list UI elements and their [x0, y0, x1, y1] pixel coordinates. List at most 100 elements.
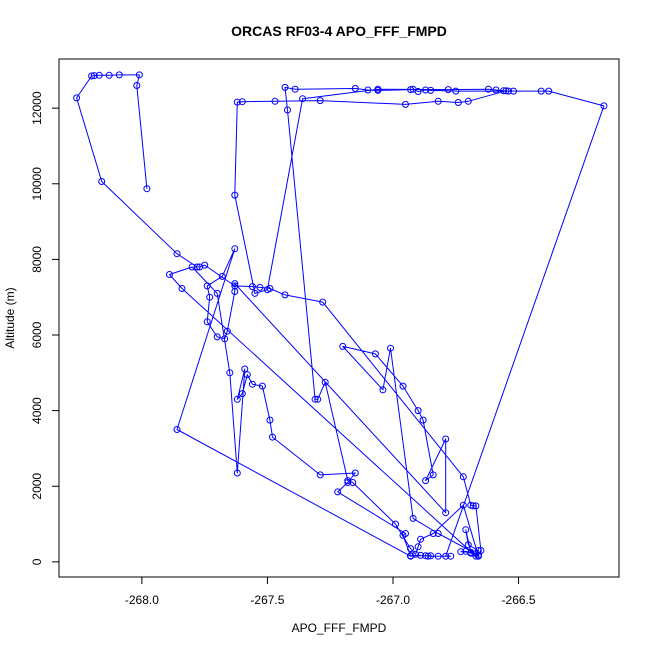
data-point [474, 552, 482, 560]
data-point [88, 72, 96, 80]
data-point [387, 344, 394, 352]
data-point [402, 530, 409, 537]
data-point [316, 97, 324, 105]
y-tick-label: 10000 [30, 167, 44, 201]
data-point [213, 289, 221, 297]
data-point [364, 86, 372, 94]
data-point [316, 471, 324, 479]
y-tick-label: 0 [30, 558, 44, 565]
data-point [379, 386, 387, 394]
data-point [505, 87, 512, 95]
plot-frame [58, 58, 620, 578]
data-point [392, 520, 399, 528]
data-point [271, 97, 279, 105]
data-point [206, 293, 214, 301]
y-axis: 0 2000 4000 6000 8000 10000 12000 [30, 91, 60, 565]
data-point [407, 86, 415, 94]
data-point [188, 263, 196, 271]
data-point [545, 87, 553, 95]
data-point [339, 342, 347, 350]
data-point [223, 327, 231, 335]
data-point [434, 97, 442, 105]
data-point [502, 87, 510, 95]
data-point [73, 94, 81, 102]
data-point [472, 552, 480, 560]
x-tick-label: -268.0 [125, 593, 159, 607]
data-point [173, 250, 181, 258]
y-tick-label: 12000 [30, 91, 44, 125]
data-point [510, 87, 517, 95]
data-point [218, 272, 226, 280]
data-point [447, 552, 455, 560]
data-point [221, 335, 229, 343]
x-tick-label: -267.0 [376, 593, 410, 607]
data-point [537, 87, 545, 95]
data-point [263, 286, 271, 294]
data-point [351, 469, 359, 477]
data-point [115, 71, 123, 79]
y-axis-label: Altitude (m) [3, 287, 17, 348]
x-axis-label: APO_FFF_FMPD [292, 621, 387, 635]
data-point [407, 552, 415, 560]
y-tick-label: 4000 [30, 397, 44, 424]
data-point [203, 318, 211, 326]
data-point [334, 488, 342, 496]
data-point [414, 407, 422, 415]
data-point [231, 245, 239, 253]
data-point [256, 283, 264, 291]
data-point [371, 350, 379, 358]
series-line [76, 74, 605, 557]
data-point [241, 365, 249, 373]
data-point [422, 552, 430, 560]
data-point [238, 390, 246, 398]
data-point [105, 71, 113, 79]
data-point [281, 291, 289, 299]
x-tick-label: -267.5 [250, 593, 284, 607]
data-point [98, 178, 106, 185]
data-point [284, 106, 291, 114]
data-point [419, 416, 427, 424]
data-point [269, 433, 276, 441]
y-tick-label: 6000 [30, 321, 44, 348]
data-point [203, 282, 211, 290]
data-point [402, 100, 409, 108]
data-point [427, 86, 435, 94]
data-point [344, 479, 352, 486]
y-tick-label: 8000 [30, 246, 44, 273]
data-point [291, 85, 299, 93]
data-point [444, 86, 452, 94]
data-point [427, 552, 435, 560]
data-point [429, 530, 437, 537]
data-point [414, 88, 422, 95]
data-point [311, 395, 319, 403]
data-point [434, 530, 442, 537]
data-point [442, 435, 450, 443]
data-point [374, 85, 382, 93]
data-point [281, 83, 289, 91]
data-point [417, 535, 425, 543]
data-point [233, 98, 241, 106]
x-axis: -268.0 -267.5 -267.0 -266.5 [125, 576, 536, 607]
data-point [414, 543, 422, 551]
data-point [95, 71, 103, 79]
data-point [434, 552, 442, 560]
data-point [213, 333, 221, 341]
data-point [492, 86, 500, 94]
data-point [600, 102, 608, 110]
data-point [258, 382, 266, 390]
data-point [409, 514, 417, 522]
data-point [412, 550, 420, 558]
data-point [462, 526, 470, 534]
data-point [399, 382, 407, 390]
data-point [143, 185, 151, 193]
data-point [459, 501, 467, 509]
data-point [344, 477, 352, 485]
data-point [135, 71, 143, 79]
data-point [166, 271, 173, 278]
data-point [422, 86, 430, 94]
data-point [459, 473, 467, 481]
data-point [231, 280, 239, 288]
data-point [442, 509, 450, 517]
data-point [469, 502, 477, 510]
